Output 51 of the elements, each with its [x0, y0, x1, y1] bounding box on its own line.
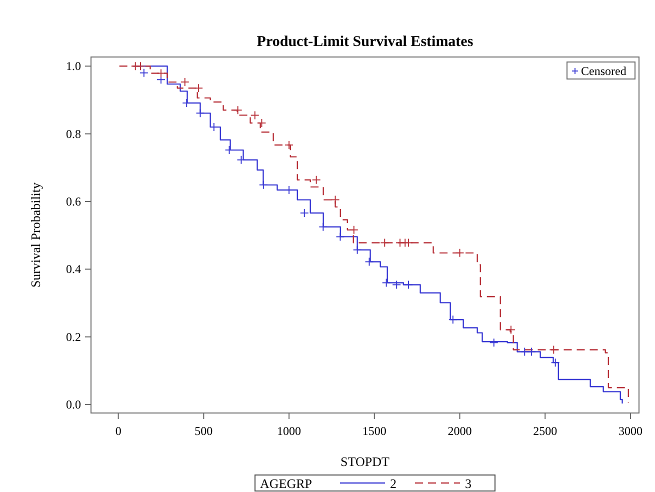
point	[250, 110, 260, 120]
legend-title: AGEGRP	[260, 476, 312, 491]
legend-label: 3	[465, 476, 472, 491]
point	[550, 358, 560, 368]
y-tick-label: 1.0	[66, 59, 81, 74]
x-tick-label: 3000	[618, 424, 642, 438]
point	[526, 347, 536, 356]
point	[520, 347, 530, 356]
point	[330, 195, 340, 204]
x-tick-label: 1500	[362, 424, 386, 438]
point	[404, 280, 414, 290]
legend-label: 2	[390, 476, 396, 491]
x-tick-label: 500	[194, 424, 213, 438]
point	[196, 108, 205, 118]
point	[139, 68, 148, 78]
point	[506, 325, 516, 334]
point	[233, 106, 242, 115]
point	[300, 208, 309, 218]
point	[382, 278, 391, 288]
point	[284, 140, 294, 150]
point	[455, 248, 464, 258]
x-tick-label: 2500	[533, 424, 558, 438]
point	[258, 180, 268, 190]
x-axis-title: STOPDT	[340, 454, 390, 469]
point	[194, 84, 204, 93]
point	[392, 280, 402, 290]
y-axis-title: Survival Probability	[28, 182, 43, 288]
point	[236, 155, 246, 164]
y-tick-label: 0.8	[66, 126, 81, 141]
point	[180, 78, 190, 87]
x-tick-label: 2000	[448, 424, 472, 438]
point	[156, 68, 166, 78]
point	[549, 345, 558, 354]
x-tick-label: 1000	[277, 424, 302, 438]
y-tick-label: 0.0	[66, 398, 81, 412]
y-tick-label: 0.4	[66, 262, 81, 276]
point	[364, 257, 374, 266]
chart-title: Product-Limit Survival Estimates	[256, 34, 474, 50]
x-tick-label: 0	[115, 424, 122, 438]
point	[336, 232, 345, 242]
legend-label: Censored	[581, 64, 626, 78]
point	[352, 245, 362, 254]
point	[489, 338, 498, 348]
y-tick-label: 0.2	[66, 330, 81, 344]
point	[448, 315, 458, 324]
point	[312, 175, 321, 184]
point	[380, 238, 390, 248]
y-tick-label: 0.6	[66, 194, 81, 208]
point	[318, 222, 328, 232]
point	[349, 225, 358, 234]
point	[136, 62, 146, 71]
